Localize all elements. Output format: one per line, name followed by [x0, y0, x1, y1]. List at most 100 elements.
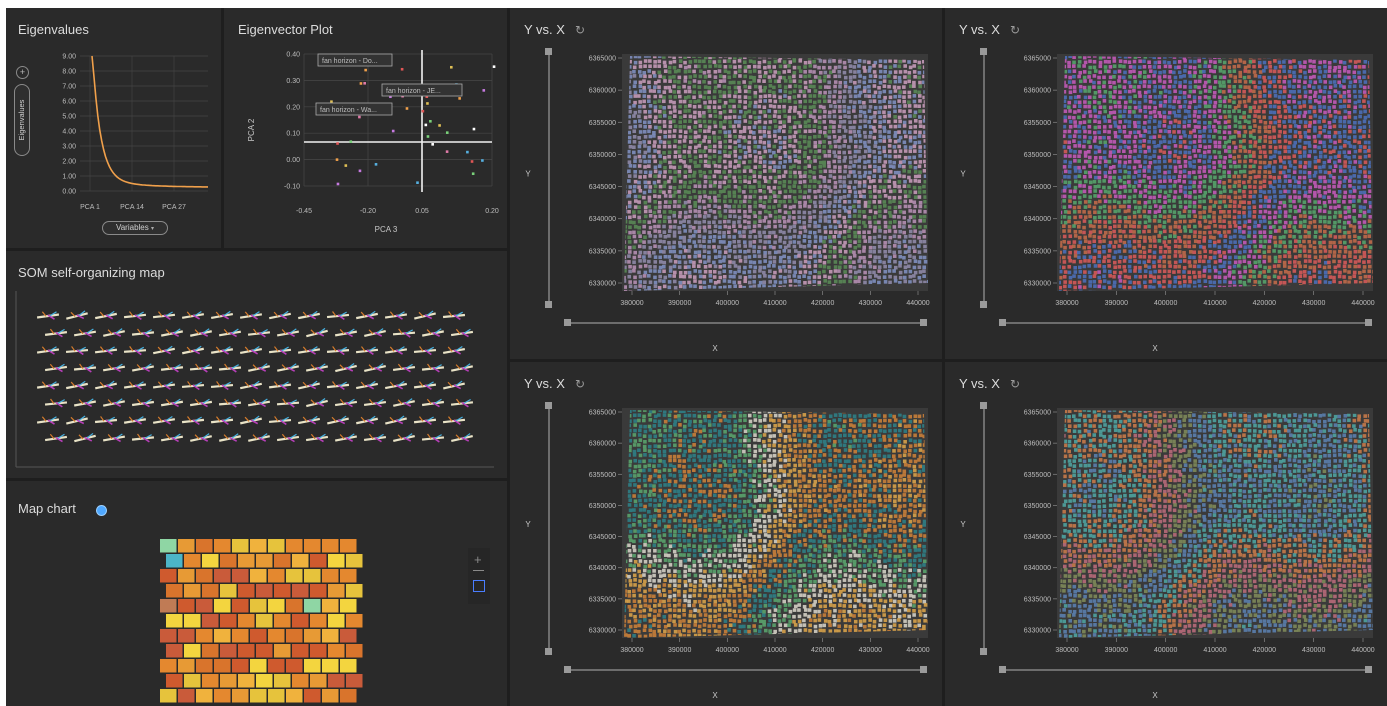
map-cell[interactable] [292, 614, 309, 628]
map-cell[interactable] [220, 674, 237, 688]
map-cell[interactable] [256, 674, 273, 688]
map-cell[interactable] [292, 644, 309, 658]
map-cell[interactable] [286, 689, 303, 703]
map-cell[interactable] [292, 584, 309, 598]
add-variable-button[interactable]: + [16, 66, 29, 79]
map-cell[interactable] [256, 554, 273, 568]
map-cell[interactable] [256, 584, 273, 598]
horizontal-scrollbar[interactable] [564, 322, 922, 324]
map-cell[interactable] [220, 644, 237, 658]
map-cell[interactable] [160, 539, 177, 553]
map-cell[interactable] [166, 674, 183, 688]
vertical-scrollbar[interactable] [548, 54, 550, 305]
map-cell[interactable] [250, 569, 267, 583]
map-cell[interactable] [214, 599, 231, 613]
scrollbar-handle[interactable] [920, 319, 927, 326]
map-cell[interactable] [340, 689, 357, 703]
map-cell[interactable] [292, 674, 309, 688]
map-cell[interactable] [160, 629, 177, 643]
map-cell[interactable] [268, 629, 285, 643]
map-cell[interactable] [220, 584, 237, 598]
map-cell[interactable] [304, 629, 321, 643]
map-cell[interactable] [160, 659, 177, 673]
map-cell[interactable] [286, 569, 303, 583]
map-cell[interactable] [322, 539, 339, 553]
scrollbar-handle[interactable] [545, 301, 552, 308]
map-cell[interactable] [220, 614, 237, 628]
map-cell[interactable] [310, 614, 327, 628]
map-cell[interactable] [328, 674, 345, 688]
map-cell[interactable] [256, 644, 273, 658]
map-cell[interactable] [310, 644, 327, 658]
select-box-icon[interactable] [473, 580, 485, 592]
map-cell[interactable] [274, 554, 291, 568]
map-cell[interactable] [286, 659, 303, 673]
map-cell[interactable] [238, 674, 255, 688]
map-cell[interactable] [196, 689, 213, 703]
map-cell[interactable] [214, 569, 231, 583]
map-cell[interactable] [184, 554, 201, 568]
map-cell[interactable] [220, 554, 237, 568]
map-cell[interactable] [232, 689, 249, 703]
map-cell[interactable] [304, 569, 321, 583]
map-cell[interactable] [184, 644, 201, 658]
map-cell[interactable] [202, 674, 219, 688]
map-cell[interactable] [346, 644, 363, 658]
map-cell[interactable] [202, 554, 219, 568]
info-icon[interactable] [96, 505, 107, 516]
map-cell[interactable] [250, 599, 267, 613]
map-cell[interactable] [274, 644, 291, 658]
map-cell[interactable] [346, 584, 363, 598]
variables-dropdown[interactable]: Variables ▾ [102, 221, 168, 235]
map-cell[interactable] [214, 629, 231, 643]
map-cell[interactable] [202, 614, 219, 628]
eigenvalues-variable-pill[interactable]: Eigenvalues [14, 84, 30, 156]
map-cell[interactable] [178, 659, 195, 673]
map-cell[interactable] [292, 554, 309, 568]
map-cell[interactable] [166, 614, 183, 628]
map-cell[interactable] [268, 689, 285, 703]
map-cell[interactable] [214, 689, 231, 703]
map-cell[interactable] [232, 659, 249, 673]
map-cell[interactable] [232, 539, 249, 553]
map-cell[interactable] [238, 614, 255, 628]
map-cell[interactable] [304, 599, 321, 613]
map-cell[interactable] [160, 689, 177, 703]
map-cell[interactable] [184, 674, 201, 688]
map-cell[interactable] [328, 554, 345, 568]
map-cell[interactable] [196, 599, 213, 613]
map-cell[interactable] [274, 674, 291, 688]
map-cell[interactable] [250, 689, 267, 703]
map-cell[interactable] [304, 689, 321, 703]
map-cell[interactable] [274, 614, 291, 628]
map-cell[interactable] [166, 644, 183, 658]
map-cell[interactable] [268, 599, 285, 613]
map-cell[interactable] [328, 644, 345, 658]
map-cell[interactable] [160, 599, 177, 613]
map-cell[interactable] [346, 614, 363, 628]
zoom-out-icon[interactable] [473, 570, 484, 571]
map-cell[interactable] [178, 569, 195, 583]
map-cell[interactable] [196, 629, 213, 643]
map-cell[interactable] [310, 584, 327, 598]
map-cell[interactable] [274, 584, 291, 598]
map-cell[interactable] [304, 659, 321, 673]
map-cell[interactable] [238, 584, 255, 598]
map-cell[interactable] [268, 539, 285, 553]
map-cell[interactable] [310, 554, 327, 568]
scrollbar-handle[interactable] [564, 319, 571, 326]
map-cell[interactable] [238, 554, 255, 568]
map-cell[interactable] [340, 569, 357, 583]
map-cell[interactable] [256, 614, 273, 628]
map-cell[interactable] [214, 659, 231, 673]
scrollbar-handle[interactable] [545, 48, 552, 55]
map-cell[interactable] [202, 644, 219, 658]
map-cell[interactable] [178, 539, 195, 553]
map-cell[interactable] [340, 539, 357, 553]
map-cell[interactable] [250, 539, 267, 553]
map-cell[interactable] [268, 569, 285, 583]
map-cell[interactable] [328, 614, 345, 628]
map-cell[interactable] [196, 659, 213, 673]
map-cell[interactable] [328, 584, 345, 598]
map-cell[interactable] [232, 599, 249, 613]
